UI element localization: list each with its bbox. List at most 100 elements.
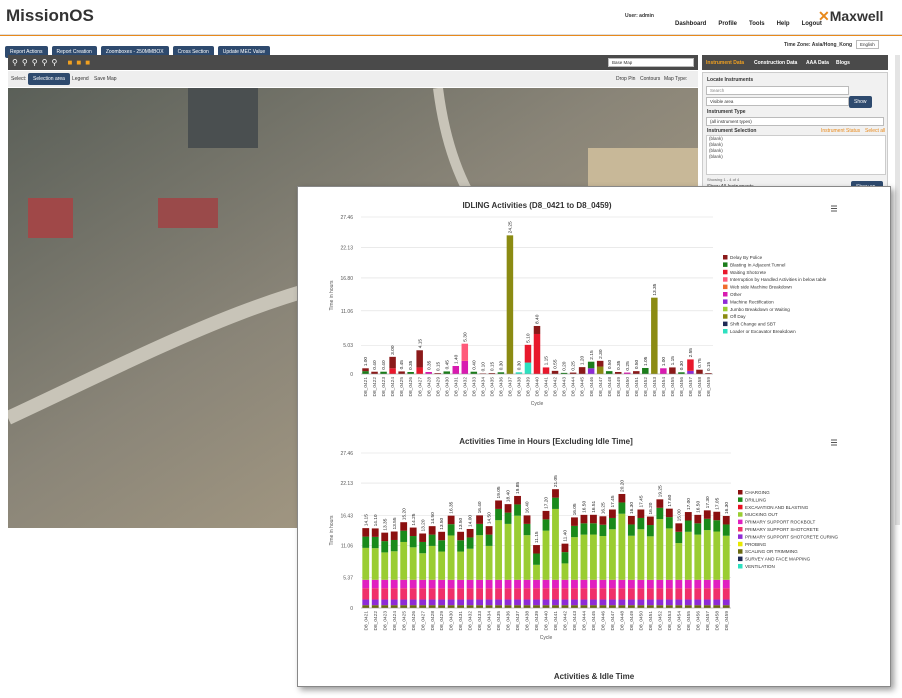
- bar-segment: [381, 579, 389, 589]
- bar-segment: [362, 536, 370, 548]
- bar-segment: [409, 599, 417, 606]
- bar-segment: [694, 579, 702, 589]
- total-label: 19.25: [657, 485, 663, 497]
- bar-segment: [371, 579, 379, 589]
- bar-segment: [485, 534, 493, 546]
- search-input[interactable]: Search: [706, 86, 849, 95]
- y-tick-label: 27.46: [340, 451, 353, 457]
- bar-segment: [476, 535, 484, 580]
- x-tick-label: D8_0431: [458, 611, 464, 631]
- bar-segment: [580, 523, 588, 535]
- nav-link[interactable]: Logout: [801, 21, 822, 27]
- list-item[interactable]: (blank): [709, 136, 723, 141]
- bar-segment: [409, 605, 417, 608]
- bar-segment: [497, 372, 505, 374]
- bar-segment: [608, 517, 616, 530]
- area-select[interactable]: Visible area: [706, 97, 849, 106]
- legend-swatch: [723, 262, 728, 267]
- total-label: 11.40: [563, 530, 569, 542]
- total-label: 0.50: [634, 359, 640, 369]
- button[interactable]: Show: [849, 96, 872, 108]
- bar-segment: [646, 605, 654, 608]
- bar-segment: [646, 588, 654, 600]
- list-item[interactable]: (blank): [709, 142, 723, 147]
- bar-segment: [552, 599, 559, 606]
- bar-segment: [438, 531, 446, 541]
- nav-link[interactable]: Profile: [718, 21, 738, 27]
- nav-link[interactable]: Dashboard: [675, 21, 707, 27]
- bar-segment: [651, 297, 658, 374]
- tab[interactable]: AAA Data: [806, 60, 829, 66]
- tab[interactable]: Construction Data: [754, 60, 798, 66]
- nav-link[interactable]: Help: [776, 21, 790, 27]
- x-tick-label: D8_0425: [401, 611, 407, 631]
- total-label: 17.00: [686, 498, 692, 510]
- total-label: 1.15: [544, 356, 550, 366]
- x-tick-label: D8_0453: [667, 611, 673, 631]
- legend-swatch: [723, 329, 728, 334]
- tab[interactable]: Instrument Data: [706, 60, 745, 66]
- total-label: 0.35: [408, 360, 414, 370]
- brand-text: Maxwell: [829, 8, 884, 24]
- base-map-select[interactable]: Base Map: [608, 58, 694, 67]
- x-tick-label: D8_0454: [661, 377, 667, 397]
- x-tick-label: D8_0448: [619, 611, 625, 631]
- legend-label: Interruption by Handled Activities in be…: [730, 277, 827, 282]
- section-title: Activities & Idle Time: [554, 672, 635, 681]
- bar-segment: [618, 588, 626, 600]
- bar-segment: [400, 588, 408, 600]
- bar-segment: [703, 510, 711, 519]
- x-tick-label: D8_0456: [679, 377, 685, 397]
- menu-icon[interactable]: [831, 439, 837, 446]
- bar-segment: [590, 588, 597, 600]
- y-tick-label: 27.46: [340, 215, 353, 221]
- bar-segment: [637, 517, 645, 530]
- total-label: 19.05: [496, 486, 502, 498]
- bar-segment: [627, 524, 635, 536]
- map-toolbar: ⚲⚲⚲⚲⚲ ■■■ Base Map: [8, 55, 698, 70]
- bar-segment: [362, 588, 370, 600]
- total-label: 16.30: [629, 502, 635, 514]
- bar-segment: [675, 599, 683, 606]
- bar-segment: [590, 523, 597, 535]
- x-tick-label: D8_0430: [444, 377, 450, 397]
- bar-segment: [684, 588, 692, 600]
- bar-segment: [495, 579, 502, 589]
- x-tick-label: D8_0421: [363, 377, 369, 397]
- bar-segment: [466, 599, 474, 606]
- language-select[interactable]: English: [856, 40, 879, 49]
- bar-segment: [428, 579, 436, 589]
- legend-label: PRIMARY SUPPORT SHOTCRETE CURING: [745, 534, 839, 539]
- link[interactable]: Legend: [72, 76, 89, 82]
- tab[interactable]: Blogs: [836, 60, 850, 66]
- menu-icon[interactable]: [831, 205, 837, 212]
- legend-label: DRILLING: [745, 497, 767, 502]
- bar-segment: [646, 536, 654, 580]
- bar-segment: [407, 371, 414, 374]
- nav-link[interactable]: Tools: [749, 21, 765, 27]
- type-select[interactable]: (all instrument types): [706, 117, 884, 126]
- bar-segment: [390, 599, 398, 606]
- y-tick-label: 22.13: [340, 245, 353, 251]
- user: User: admin: [625, 13, 654, 19]
- bar-segment: [694, 605, 702, 608]
- link[interactable]: Drop Pin: [616, 76, 636, 82]
- link[interactable]: Map Type:: [664, 76, 688, 82]
- legend-label: Delay By Police: [730, 255, 763, 260]
- total-label: 14.00: [468, 515, 474, 527]
- link[interactable]: Select all: [865, 128, 886, 134]
- total-label: 16.35: [449, 501, 455, 513]
- bar-segment: [694, 588, 702, 600]
- x-tick-label: D8_0438: [525, 611, 531, 631]
- link[interactable]: Save Map: [94, 76, 117, 82]
- total-label: 16.40: [477, 501, 483, 513]
- bar-segment: [495, 588, 502, 600]
- link[interactable]: Contours: [640, 76, 661, 82]
- button[interactable]: Selection area: [28, 73, 70, 85]
- bar-segment: [713, 599, 721, 606]
- list-item[interactable]: (blank): [709, 154, 723, 159]
- list-item[interactable]: (blank): [709, 148, 723, 153]
- x-tick-label: D8_0444: [571, 377, 577, 397]
- link[interactable]: Instrument Status: [821, 128, 861, 134]
- total-label: 24.25: [508, 221, 514, 233]
